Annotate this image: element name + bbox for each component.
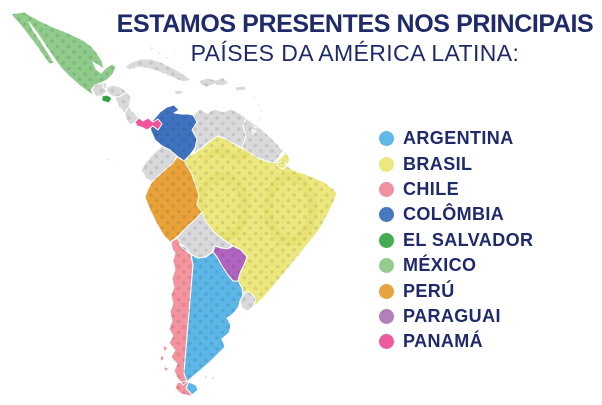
country-panama bbox=[134, 117, 163, 131]
legend-item-peru: PERÚ bbox=[379, 278, 533, 303]
country-jamaica bbox=[172, 89, 185, 96]
legend-item-paraguai: PARAGUAI bbox=[379, 304, 533, 329]
legend-item-el-salvador: EL SALVADOR bbox=[379, 228, 533, 253]
legend-label-colombia: COLÔMBIA bbox=[403, 204, 505, 225]
country-hispaniola bbox=[198, 77, 230, 88]
country-puerto-rico bbox=[234, 85, 247, 92]
country-brazil bbox=[183, 135, 338, 310]
country-el-salvador bbox=[101, 94, 113, 104]
legend-dot-colombia bbox=[379, 207, 394, 223]
headline: ESTAMOS PRESENTES NOS PRINCIPAIS PAÍSES … bbox=[108, 10, 602, 67]
legend-dot-argentina bbox=[379, 131, 394, 147]
legend-item-colombia: COLÔMBIA bbox=[379, 202, 533, 227]
legend-label-peru: PERÚ bbox=[403, 280, 455, 301]
legend-dot-panama bbox=[379, 334, 394, 350]
latin-america-map bbox=[10, 11, 338, 397]
islands-galapagos bbox=[105, 157, 116, 164]
headline-line1: ESTAMOS PRESENTES NOS PRINCIPAIS bbox=[116, 10, 594, 38]
legend: ARGENTINA BRASIL CHILE COLÔMBIA EL SALVADOR M… bbox=[379, 126, 533, 355]
legend-dot-mexico bbox=[379, 258, 394, 274]
legend-label-chile: CHILE bbox=[403, 178, 459, 199]
legend-dot-paraguai bbox=[379, 308, 394, 324]
legend-label-argentina: ARGENTINA bbox=[403, 128, 514, 149]
legend-item-argentina: ARGENTINA bbox=[379, 126, 533, 151]
legend-dot-brasil bbox=[379, 156, 394, 172]
legend-item-mexico: MÉXICO bbox=[379, 253, 533, 278]
headline-line2: PAÍSES DA AMÉRICA LATINA: bbox=[190, 39, 520, 66]
legend-label-brasil: BRASIL bbox=[403, 153, 473, 174]
legend-label-mexico: MÉXICO bbox=[403, 255, 477, 276]
legend-item-chile: CHILE bbox=[379, 177, 533, 202]
legend-item-panama: PANAMÁ bbox=[379, 329, 533, 354]
legend-item-brasil: BRASIL bbox=[379, 151, 533, 176]
islands-falklands bbox=[203, 374, 217, 381]
legend-label-el-salvador: EL SALVADOR bbox=[403, 229, 534, 250]
legend-label-paraguai: PARAGUAI bbox=[403, 305, 501, 326]
legend-dot-chile bbox=[379, 181, 394, 197]
legend-label-panama: PANAMÁ bbox=[403, 331, 484, 352]
legend-dot-el-salvador bbox=[379, 232, 394, 248]
legend-dot-peru bbox=[379, 283, 394, 299]
